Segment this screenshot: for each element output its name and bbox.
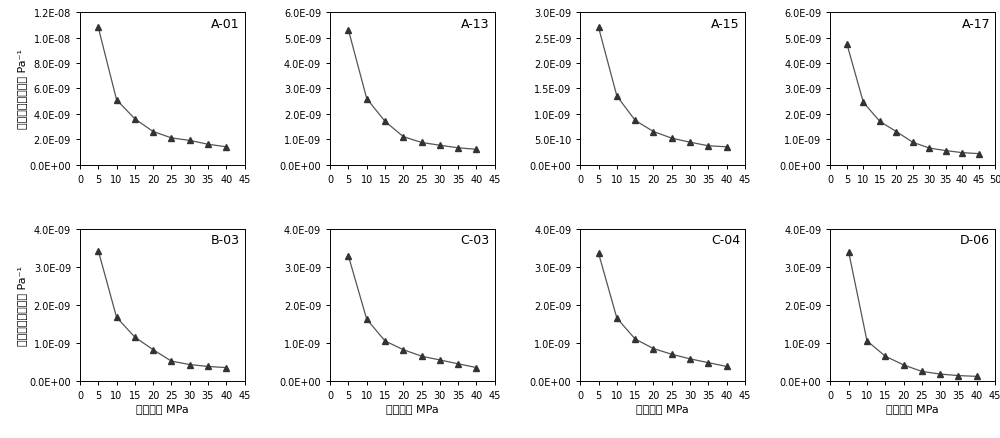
Text: B-03: B-03	[211, 233, 240, 247]
Text: C-04: C-04	[711, 233, 740, 247]
Y-axis label: 岩石地层压实系数 Pa⁻¹: 岩石地层压实系数 Pa⁻¹	[17, 49, 27, 129]
X-axis label: 有效应力 MPa: 有效应力 MPa	[136, 403, 189, 413]
Text: A-01: A-01	[211, 18, 240, 31]
Text: A-13: A-13	[461, 18, 490, 31]
Text: D-06: D-06	[960, 233, 990, 247]
Y-axis label: 岩石地层压实系数 Pa⁻¹: 岩石地层压实系数 Pa⁻¹	[17, 265, 27, 345]
Text: A-15: A-15	[711, 18, 740, 31]
X-axis label: 有效应力 MPa: 有效应力 MPa	[886, 403, 939, 413]
X-axis label: 有效应力 MPa: 有效应力 MPa	[386, 403, 439, 413]
Text: A-17: A-17	[961, 18, 990, 31]
X-axis label: 有效应力 MPa: 有效应力 MPa	[636, 403, 689, 413]
Text: C-03: C-03	[461, 233, 490, 247]
